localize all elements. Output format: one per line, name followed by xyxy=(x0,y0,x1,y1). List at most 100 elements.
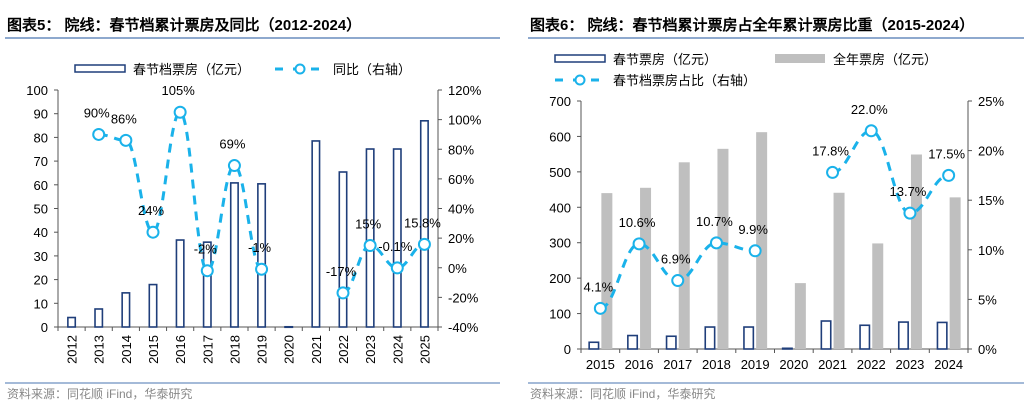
ratio-line xyxy=(342,242,425,295)
x-tick-label: 2018 xyxy=(702,357,731,372)
bar-annual-2018 xyxy=(717,148,729,349)
data-label-2019: -1% xyxy=(248,240,272,255)
x-tick-label: 2016 xyxy=(625,357,654,372)
left-tick-label: 20 xyxy=(34,273,48,288)
ratio-point-2019 xyxy=(255,262,269,276)
legend-item[interactable]: 全年票房（亿元） xyxy=(775,52,937,67)
bar-spring-2025 xyxy=(419,120,429,328)
legend-item[interactable]: 春节档票房（亿元） xyxy=(74,62,250,77)
right-tick-label: 120% xyxy=(448,83,482,98)
left-tick-label: 10 xyxy=(34,296,48,311)
legend-item[interactable]: 同比（右轴） xyxy=(275,62,411,77)
legend-label: 同比（右轴） xyxy=(333,62,411,77)
chart-5: 图表5： 院线：春节档累计票房及同比（2012-2024） 资料来源：同花顺 iF… xyxy=(5,16,500,401)
left-tick-label: 90 xyxy=(34,107,48,122)
x-tick-label: 2012 xyxy=(65,335,80,364)
ratio-point-2022 xyxy=(864,124,878,138)
x-tick-label: 2020 xyxy=(779,357,808,372)
bar-annual-2021 xyxy=(833,192,845,349)
bar-spring-2017 xyxy=(202,241,212,328)
bar-spring-2022 xyxy=(338,171,348,328)
data-label-2015: 24% xyxy=(138,203,164,218)
ratio-point-2023 xyxy=(363,239,377,253)
x-tick-label: 2016 xyxy=(173,335,188,364)
data-label-2017: -2% xyxy=(194,242,218,257)
bar-spring-2015 xyxy=(148,283,158,328)
x-tick-label: 2023 xyxy=(895,357,924,372)
bar-spring-2021 xyxy=(311,140,321,328)
legend-item[interactable]: 春节票房（亿元） xyxy=(554,52,717,67)
data-label-2017: 6.9% xyxy=(661,252,691,267)
x-tick-label: 2022 xyxy=(336,335,351,364)
ratio-point-2018 xyxy=(709,236,723,250)
bar-spring-2023 xyxy=(365,148,375,328)
left-tick-label: 500 xyxy=(549,165,571,180)
chart-title: 图表6： 院线：春节档累计票房占全年累计票房比重（2015-2024） xyxy=(530,16,974,34)
ratio-point-2014 xyxy=(119,133,133,147)
data-label-2023: 13.7% xyxy=(890,184,927,199)
right-tick-label: 20% xyxy=(978,144,1004,159)
legend-label: 春节票房（亿元） xyxy=(613,52,717,67)
left-tick-label: 200 xyxy=(549,271,571,286)
right-tick-label: 25% xyxy=(978,94,1004,109)
x-tick-label: 2021 xyxy=(818,357,847,372)
left-tick-label: 50 xyxy=(34,202,48,217)
ratio-point-2016 xyxy=(632,237,646,251)
bar-spring-2019 xyxy=(257,183,267,328)
ratio-point-2015 xyxy=(593,301,607,315)
x-tick-label: 2024 xyxy=(390,335,405,364)
x-tick-label: 2015 xyxy=(146,335,161,364)
bar-spring-2024 xyxy=(936,321,948,350)
ratio-point-2016 xyxy=(173,105,187,119)
ratio-point-2015 xyxy=(146,225,160,239)
ratio-line xyxy=(832,129,949,215)
left-tick-label: 30 xyxy=(34,249,48,264)
ratio-point-2013 xyxy=(92,127,106,141)
right-tick-label: 5% xyxy=(978,292,997,307)
ratio-point-2021 xyxy=(826,165,840,179)
bar-spring-2015 xyxy=(588,341,600,350)
data-label-2023: 15% xyxy=(355,217,381,232)
legend-item[interactable]: 春节档票房占比（右轴） xyxy=(555,73,756,88)
bar-annual-2022 xyxy=(872,243,884,349)
ratio-point-2017 xyxy=(671,274,685,288)
bar-spring-2021 xyxy=(820,320,832,350)
left-tick-label: 600 xyxy=(549,129,571,144)
bar-spring-2019 xyxy=(743,326,755,350)
left-tick-label: 0 xyxy=(564,342,571,357)
ratio-point-2018 xyxy=(227,159,241,173)
data-label-2019: 9.9% xyxy=(738,222,768,237)
right-tick-label: 100% xyxy=(448,113,482,128)
right-tick-label: 0% xyxy=(978,342,997,357)
bar-spring-2012 xyxy=(67,316,77,328)
left-tick-label: 400 xyxy=(549,200,571,215)
bar-annual-2017 xyxy=(678,162,690,349)
data-label-2016: 105% xyxy=(162,83,196,98)
x-tick-label: 2013 xyxy=(92,335,107,364)
data-label-2024: -0.1% xyxy=(378,239,412,254)
x-tick-label: 2024 xyxy=(934,357,963,372)
legend-swatch-outline xyxy=(74,64,126,73)
bar-spring-2024 xyxy=(392,148,402,328)
legend-label: 全年票房（亿元） xyxy=(833,52,937,67)
data-label-2024: 17.5% xyxy=(928,146,965,161)
ratio-point-2024 xyxy=(390,261,404,275)
x-tick-label: 2019 xyxy=(255,335,270,364)
bar-spring-2022 xyxy=(859,324,871,350)
right-tick-label: -40% xyxy=(448,320,479,335)
left-tick-label: 100 xyxy=(549,307,571,322)
right-tick-label: -20% xyxy=(448,290,479,305)
bar-annual-2019 xyxy=(756,132,768,349)
ratio-point-2023 xyxy=(903,206,917,220)
bar-spring-2020 xyxy=(284,325,294,329)
bar-spring-2013 xyxy=(94,308,104,328)
bar-annual-2020 xyxy=(794,283,806,349)
ratio-point-2022 xyxy=(336,286,350,300)
right-tick-label: 20% xyxy=(448,231,474,246)
data-label-2013: 90% xyxy=(84,105,110,120)
right-tick-label: 10% xyxy=(978,243,1004,258)
bar-spring-2016 xyxy=(627,334,639,350)
bar-annual-2023 xyxy=(910,154,922,349)
bar-spring-2018 xyxy=(229,182,239,328)
